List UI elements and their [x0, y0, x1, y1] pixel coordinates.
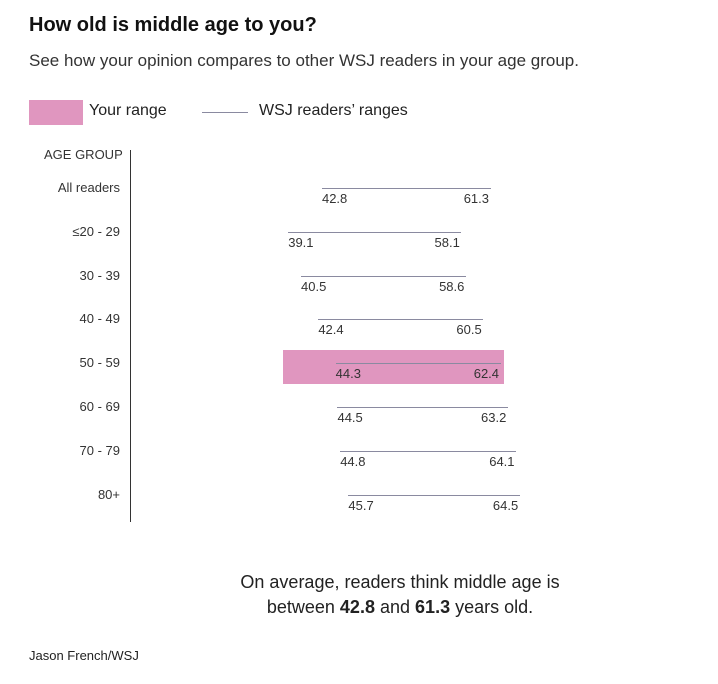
- range-high-value: 60.5: [456, 322, 482, 338]
- legend-your-range-swatch: [29, 100, 83, 125]
- range-low-value: 44.3: [335, 366, 361, 382]
- legend-your-range-label: Your range: [89, 102, 167, 119]
- range-low-value: 42.4: [318, 322, 344, 338]
- range-high-value: 62.4: [473, 366, 500, 382]
- range-high-value: 64.5: [492, 497, 519, 513]
- age-group-label: All readers: [57, 180, 120, 195]
- range-high-value: 61.3: [463, 191, 489, 206]
- credit: Jason French/WSJ: [29, 648, 139, 663]
- range-high-value: 58.1: [434, 234, 460, 250]
- age-group-label: 60 - 69: [79, 399, 120, 414]
- wsj-range-line: [337, 407, 508, 408]
- y-axis-line: [130, 150, 131, 522]
- summary-prefix: between: [266, 597, 335, 617]
- summary-line-1: On average, readers think middle age is: [240, 572, 560, 592]
- summary-high-value: 61.3: [415, 597, 451, 617]
- range-high-value: 64.1: [489, 453, 515, 469]
- range-low-value: 39.1: [288, 234, 314, 250]
- summary-mid: and: [379, 597, 411, 617]
- wsj-range-line: [340, 450, 517, 452]
- age-group-label: 30 - 39: [79, 267, 120, 283]
- age-group-label: 50 - 59: [79, 355, 120, 371]
- range-high-value: 63.2: [481, 410, 507, 425]
- your-range-bar: [282, 350, 505, 385]
- range-high-value: 58.6: [439, 278, 465, 294]
- range-low-value: 44.8: [340, 453, 366, 469]
- wsj-range-line: [348, 494, 520, 496]
- age-group-label: 70 - 79: [79, 442, 120, 458]
- summary-low-value: 42.8: [339, 597, 375, 617]
- summary-line-2: between 42.8 and 61.3 years old.: [200, 595, 600, 620]
- age-group-label: 40 - 49: [79, 311, 120, 327]
- range-low-value: 42.8: [321, 191, 348, 206]
- age-group-label: ≤20 - 29: [72, 223, 120, 239]
- legend-wsj-line: [202, 112, 248, 113]
- chart-subtitle: See how your opinion compares to other W…: [29, 51, 579, 70]
- wsj-range-line: [288, 231, 462, 233]
- legend-wsj-ranges-label: WSJ readers’ ranges: [259, 102, 408, 119]
- axis-title-age-group: AGE GROUP: [44, 147, 123, 162]
- range-low-value: 45.7: [348, 497, 374, 513]
- range-low-value: 44.5: [337, 410, 363, 425]
- summary-suffix: years old.: [455, 597, 534, 617]
- wsj-range-line: [301, 275, 467, 277]
- wsj-range-line: [321, 188, 491, 189]
- summary-text: On average, readers think middle age is …: [200, 570, 600, 620]
- chart-title: How old is middle age to you?: [29, 14, 317, 36]
- wsj-range-line: [335, 363, 501, 365]
- range-low-value: 40.5: [301, 278, 327, 294]
- age-group-label: 80+: [97, 486, 120, 502]
- wsj-range-line: [318, 319, 484, 321]
